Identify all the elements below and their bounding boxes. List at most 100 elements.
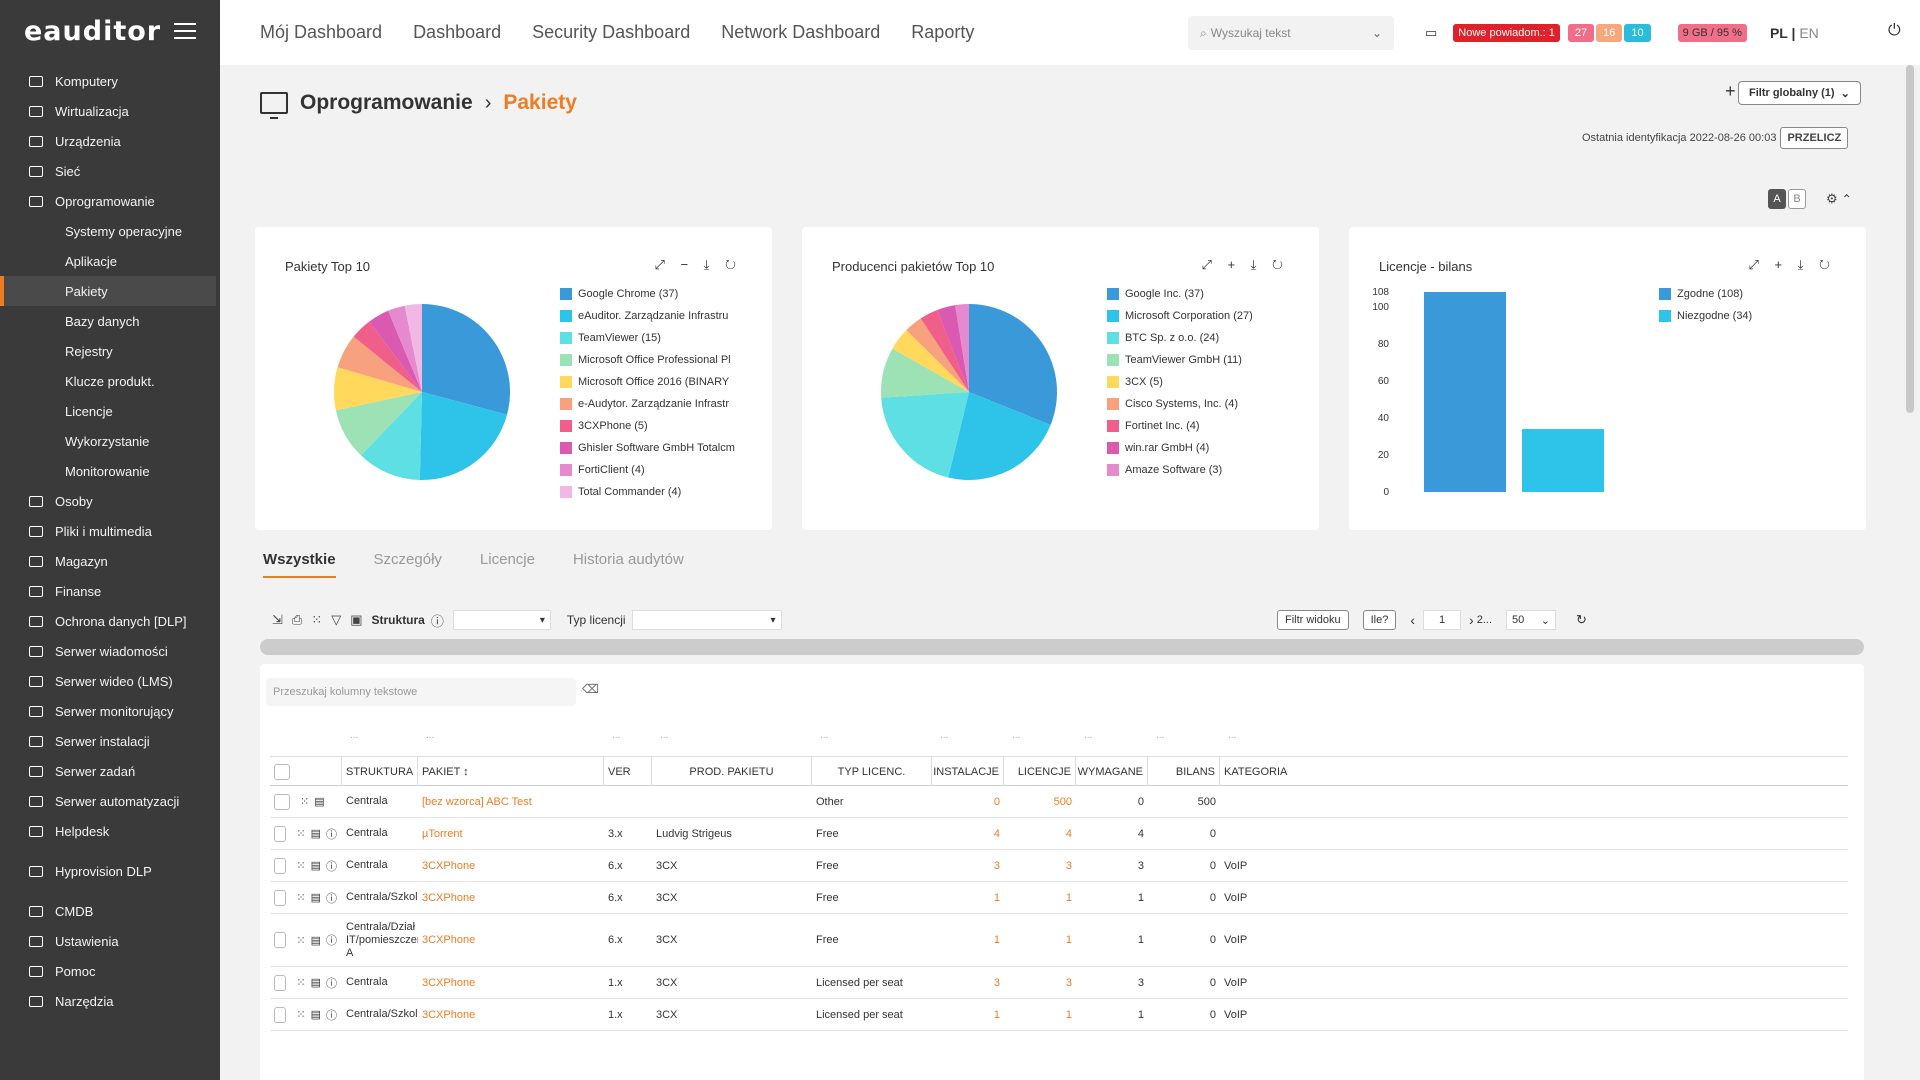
global-search[interactable]: ⌕ Wyszukaj tekst ⌄ <box>1188 16 1394 50</box>
cell-pakiet[interactable]: 3CXPhone <box>422 1008 476 1021</box>
sidebar-item-12[interactable]: Wykorzystanie <box>0 426 220 456</box>
clear-search-icon[interactable]: ⌫ <box>582 682 599 696</box>
pie-slice-5[interactable] <box>906 318 969 392</box>
tab-0[interactable]: Wszystkie <box>263 551 336 578</box>
info-icon[interactable]: ⓘ <box>326 828 337 841</box>
row-checkbox[interactable] <box>274 974 287 991</box>
sidebar-item-11[interactable]: Licencje <box>0 396 220 426</box>
tab-2[interactable]: Licencje <box>479 551 535 568</box>
lang-en[interactable]: EN <box>1799 25 1819 41</box>
row-checkbox[interactable] <box>274 932 287 948</box>
sidebar-item-28[interactable]: Ustawienia <box>0 926 220 956</box>
table-row[interactable]: ⁙ ▤ ⓘ Centrala 3CXPhone 6.x 3CX Free 3 3 3 0 VoIP <box>270 850 1848 882</box>
legend-item-6[interactable]: Fortinet Inc. (4) <box>1107 415 1292 437</box>
column-header-inst[interactable]: INSTALACJE <box>932 757 1004 786</box>
pie-slice-8[interactable] <box>388 305 422 392</box>
row-checkbox[interactable] <box>274 825 287 842</box>
toggle-a[interactable]: A <box>1768 189 1786 209</box>
sidebar-item-0[interactable]: Komputery <box>0 66 220 96</box>
legend-item-6[interactable]: 3CXPhone (5) <box>560 415 745 437</box>
column-header-wym[interactable]: WYMAGANE <box>1076 757 1148 786</box>
license-type-select[interactable]: ▾ <box>631 610 782 630</box>
chart-tools[interactable]: ⤢ + ⤓ ↻ <box>1201 257 1289 272</box>
sidebar-item-10[interactable]: Klucze produkt. <box>0 366 220 396</box>
cell-lic[interactable]: 3 <box>1065 976 1072 989</box>
pie-slice-7[interactable] <box>369 310 422 392</box>
column-filter-ver[interactable]: ... <box>612 730 621 741</box>
grid-icon[interactable]: ⁙ <box>296 977 306 989</box>
cell-pakiet[interactable]: µTorrent <box>422 827 463 840</box>
pie-slice-9[interactable] <box>404 304 422 392</box>
sidebar-item-13[interactable]: Monitorowanie <box>0 456 220 486</box>
pie-slice-1[interactable] <box>419 392 508 480</box>
cell-inst[interactable]: 1 <box>993 1008 1000 1021</box>
legend-item-4[interactable]: 3CX (5) <box>1107 371 1292 393</box>
sidebar-item-20[interactable]: Serwer wideo (LMS) <box>0 666 220 696</box>
cell-lic[interactable]: 1 <box>1065 934 1072 946</box>
table-row[interactable]: ⁙ ▤ ⓘ Centrala 3CXPhone 1.x 3CX Licensed per se… <box>270 967 1848 999</box>
next-page-icon[interactable]: › <box>1469 612 1474 628</box>
sidebar-item-17[interactable]: Finanse <box>0 576 220 606</box>
info-icon[interactable]: ⓘ <box>430 613 444 629</box>
next-pages[interactable]: 2... <box>1476 614 1493 626</box>
refresh-icon[interactable]: ↻ <box>1576 612 1587 627</box>
info-icon[interactable]: ⓘ <box>326 860 337 873</box>
pie-slice-4[interactable] <box>892 330 969 392</box>
sidebar-item-29[interactable]: Pomoc <box>0 956 220 986</box>
details-icon[interactable]: ▤ <box>310 977 321 989</box>
cell-lic[interactable]: 1 <box>1065 891 1072 904</box>
view-filter-button[interactable]: Filtr widoku <box>1277 610 1349 630</box>
cell-pakiet[interactable]: 3CXPhone <box>422 859 476 872</box>
pie-slice-8[interactable] <box>955 304 969 392</box>
table-row[interactable]: ⁙ ▤ ⓘ Centrala µTorrent 3.x Ludvig Strigeus Fre… <box>270 818 1848 850</box>
count-button[interactable]: Ile? <box>1362 610 1397 630</box>
table-row[interactable]: ⁙ ▤ ⓘ Centrala/Szkoleni 3CXPhone 1.x 3CX Licens… <box>270 999 1848 1031</box>
details-icon[interactable]: ▤ <box>310 860 321 872</box>
column-filter-kat[interactable]: ... <box>1228 730 1237 741</box>
sidebar-item-24[interactable]: Serwer automatyzacji <box>0 786 220 816</box>
legend-item-0[interactable]: Zgodne (108) <box>1659 283 1844 305</box>
grid-icon[interactable]: ⁙ <box>296 892 306 904</box>
sidebar-item-1[interactable]: Wirtualizacja <box>0 96 220 126</box>
sidebar-item-21[interactable]: Serwer monitorujący <box>0 696 220 726</box>
sidebar-item-18[interactable]: Ochrona danych [DLP] <box>0 606 220 636</box>
cell-inst[interactable]: 0 <box>993 795 1000 808</box>
sidebar-item-7[interactable]: Pakiety <box>0 276 216 306</box>
column-filter-prod[interactable]: ... <box>660 730 669 741</box>
column-header-pakiet[interactable]: PAKIET ↕ <box>418 757 604 786</box>
notification-count-1[interactable]: 16 <box>1596 24 1623 42</box>
horizontal-scrollbar[interactable] <box>260 639 1864 655</box>
pie-slice-4[interactable] <box>334 367 422 411</box>
info-icon[interactable]: ⓘ <box>326 977 337 990</box>
per-page-select[interactable]: 50 ⌄ <box>1506 610 1557 630</box>
details-icon[interactable]: ▤ <box>310 1009 321 1021</box>
column-filter-bil[interactable]: ... <box>1156 730 1165 741</box>
cell-inst[interactable]: 1 <box>993 891 1000 904</box>
row-checkbox[interactable] <box>274 857 287 874</box>
sidebar-item-16[interactable]: Magazyn <box>0 546 220 576</box>
storage-badge[interactable]: 9 GB / 95 % <box>1677 24 1747 42</box>
table-row[interactable]: ⁙ ▤ Centrala [bez wzorca] ABC Test Other 0 500… <box>270 786 1848 818</box>
cell-pakiet[interactable]: 3CXPhone <box>422 891 476 904</box>
row-checkbox[interactable] <box>274 889 287 906</box>
legend-item-2[interactable]: TeamViewer (15) <box>560 327 745 349</box>
table-row[interactable]: ⁙ ▤ ⓘ Centrala/Szkoleni 3CXPhone 6.x 3CX Free 1 1… <box>270 882 1848 914</box>
pie-slice-7[interactable] <box>937 305 969 392</box>
column-header-ver[interactable]: VER <box>604 757 652 786</box>
topnav-link-0[interactable]: Mój Dashboard <box>260 22 383 42</box>
topnav-link-3[interactable]: Network Dashboard <box>721 22 881 42</box>
legend-item-0[interactable]: Google Inc. (37) <box>1107 283 1292 305</box>
details-icon[interactable]: ▤ <box>310 892 321 904</box>
pie-slice-5[interactable] <box>337 336 422 392</box>
info-icon[interactable]: ⓘ <box>326 892 337 905</box>
print-icon[interactable]: ⎙ <box>291 612 303 627</box>
cell-inst[interactable]: 3 <box>993 976 1000 989</box>
legend-item-8[interactable]: Amaze Software (3) <box>1107 459 1292 481</box>
column-filter-wym[interactable]: ... <box>1084 730 1093 741</box>
grid-icon[interactable]: ⁙ <box>296 1009 306 1021</box>
tab-3[interactable]: Historia audytów <box>572 551 684 568</box>
cell-lic[interactable]: 1 <box>1065 1008 1072 1021</box>
legend-item-0[interactable]: Google Chrome (37) <box>560 283 745 305</box>
info-icon[interactable]: ⓘ <box>326 935 337 947</box>
sidebar-item-8[interactable]: Bazy danych <box>0 306 220 336</box>
